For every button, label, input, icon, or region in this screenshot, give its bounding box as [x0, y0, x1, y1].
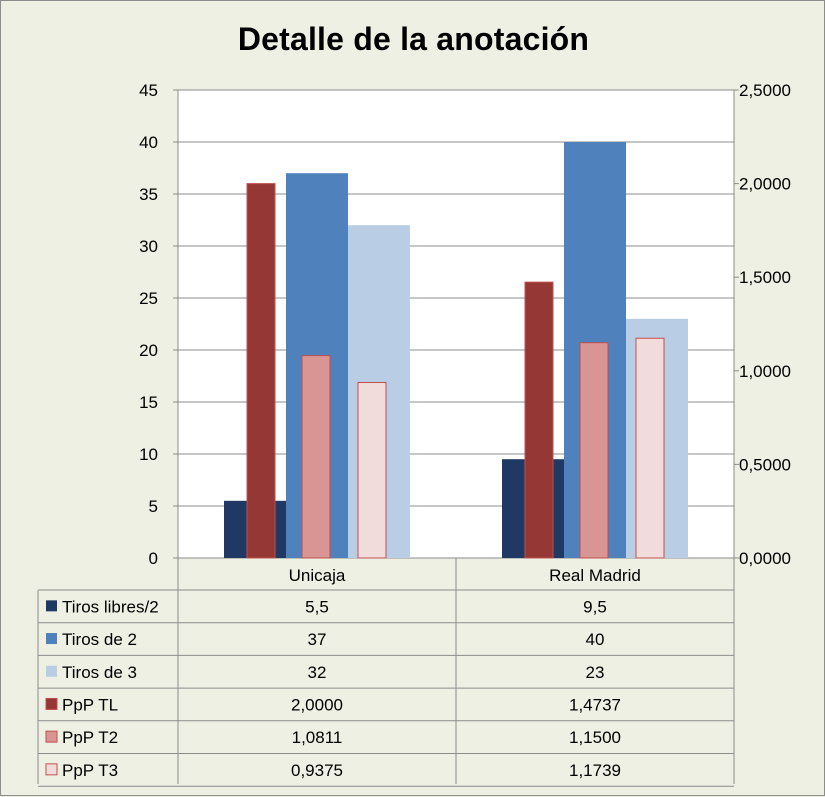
table-row-label: PpP T3 — [62, 761, 118, 780]
table-cell-value: 9,5 — [583, 597, 607, 616]
table-cell-value: 23 — [586, 663, 605, 682]
bar-ppp-tl — [246, 183, 276, 559]
table-cell-value: 32 — [308, 663, 327, 682]
right-tick-label: 1,5000 — [739, 268, 791, 287]
legend-key — [45, 763, 58, 776]
chart-title: Detalle de la anotación — [237, 21, 590, 57]
bar-ppp-tl — [524, 281, 554, 559]
table-cell-value: 37 — [308, 630, 327, 649]
left-tick-label: 10 — [139, 445, 158, 464]
table-cell-value: 40 — [586, 630, 605, 649]
table-header-category: Real Madrid — [549, 566, 641, 585]
table-row-label: Tiros de 2 — [62, 630, 137, 649]
bar-ppp-t3 — [635, 337, 665, 559]
left-tick-label: 20 — [139, 341, 158, 360]
table-row-label: Tiros libres/2 — [62, 597, 159, 616]
left-tick-label: 40 — [139, 133, 158, 152]
table-cell-value: 2,0000 — [291, 695, 343, 714]
legend-key — [45, 697, 58, 710]
table-row-label: PpP T2 — [62, 728, 118, 747]
left-tick-label: 25 — [139, 289, 158, 308]
left-tick-label: 30 — [139, 237, 158, 256]
right-tick-label: 2,0000 — [739, 175, 791, 194]
legend-key — [45, 730, 58, 743]
right-tick-label: 0,5000 — [739, 455, 791, 474]
bar-ppp-t2 — [301, 355, 331, 559]
table-cell-value: 1,0811 — [292, 728, 343, 747]
right-tick-label: 2,5000 — [739, 81, 791, 100]
right-tick-label: 1,0000 — [739, 362, 791, 381]
legend-key — [46, 633, 57, 645]
left-tick-label: 5 — [149, 497, 158, 516]
table-cell-value: 1,1739 — [569, 761, 621, 780]
legend-key — [46, 600, 57, 612]
left-tick-label: 15 — [139, 393, 158, 412]
table-cell-value: 1,4737 — [569, 695, 621, 714]
legend-key — [46, 665, 57, 677]
table-cell-value: 1,1500 — [569, 728, 621, 747]
data-table: Unicaja Real Madrid Tiros libres/2 5,5 9,5 Ti… — [37, 558, 735, 787]
left-tick-label: 45 — [139, 81, 158, 100]
left-tick-label: 0 — [149, 549, 158, 568]
bar-ppp-t3 — [357, 382, 387, 559]
table-cell-value: 5,5 — [305, 597, 329, 616]
plot-area: 0 5 10 15 20 25 30 35 40 45 0,0000 0,5000 1,0000 1,50… — [139, 81, 791, 568]
table-cell-value: 0,9375 — [291, 761, 343, 780]
left-tick-label: 35 — [139, 185, 158, 204]
table-row-label: PpP TL — [62, 695, 118, 714]
table-header-category: Unicaja — [289, 566, 346, 585]
table-row-label: Tiros de 3 — [62, 663, 137, 682]
bar-ppp-t2 — [579, 342, 609, 559]
right-tick-label: 0,0000 — [739, 549, 791, 568]
